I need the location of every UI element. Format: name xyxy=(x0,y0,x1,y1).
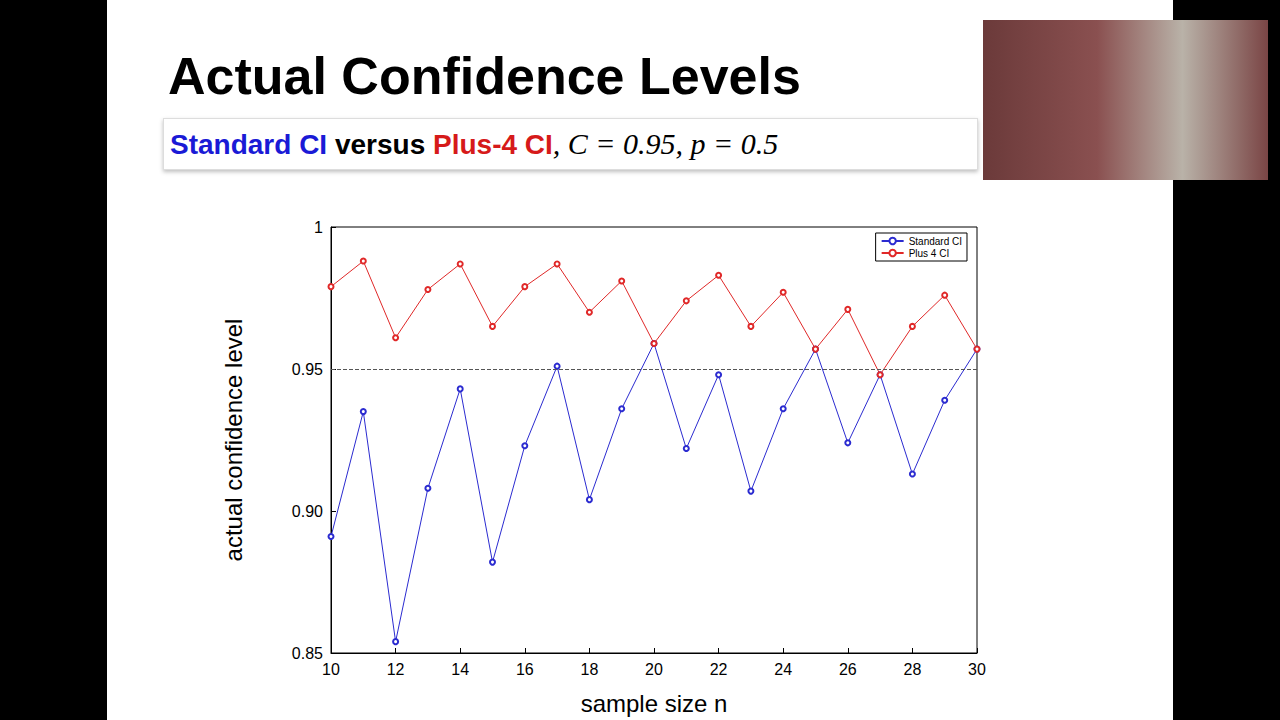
html-text:Actual Confidence Levels: Actual Confidence Levels xyxy=(168,47,801,105)
svg-text:0.85: 0.85 xyxy=(292,645,323,662)
svg-text:0.90: 0.90 xyxy=(292,503,323,520)
svg-text:sample size n: sample size n xyxy=(581,690,728,717)
svg-text:1: 1 xyxy=(314,219,323,236)
svg-text:28: 28 xyxy=(904,661,922,678)
svg-text:26: 26 xyxy=(839,661,857,678)
svg-text:18: 18 xyxy=(581,661,599,678)
svg-text:14: 14 xyxy=(451,661,469,678)
svg-text:30: 30 xyxy=(968,661,986,678)
svg-text:12: 12 xyxy=(387,661,405,678)
svg-text:24: 24 xyxy=(774,661,792,678)
svg-text:Plus 4 CI: Plus 4 CI xyxy=(909,248,950,259)
svg-text:10: 10 xyxy=(322,661,340,678)
svg-text:0.95: 0.95 xyxy=(292,361,323,378)
svg-text:actual confidence level: actual confidence level xyxy=(220,319,247,562)
svg-text:16: 16 xyxy=(516,661,534,678)
svg-text:20: 20 xyxy=(645,661,663,678)
svg-text:Standard CI: Standard CI xyxy=(909,236,962,247)
svg-text:22: 22 xyxy=(710,661,728,678)
html-text:Standard CI versus Plus-4 CI,: Standard CI versus Plus-4 CI, C = 0.95, … xyxy=(170,127,779,160)
